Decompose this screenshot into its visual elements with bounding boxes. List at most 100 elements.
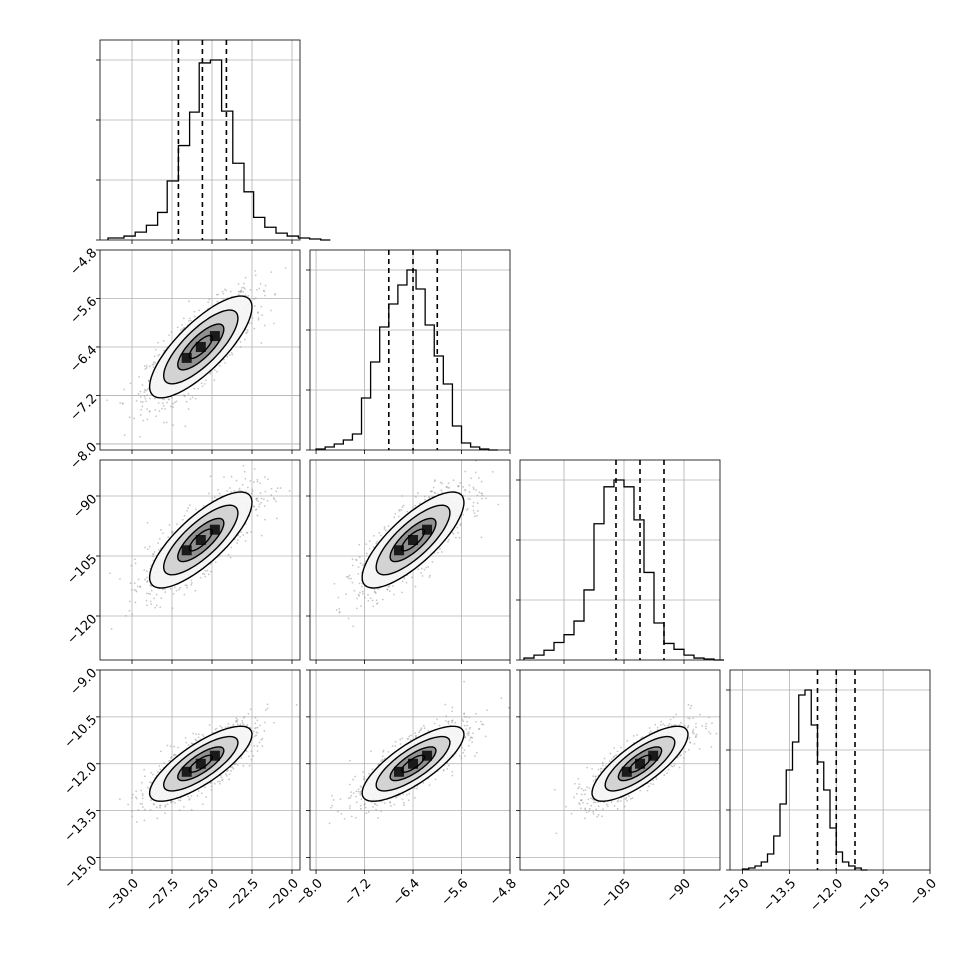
sample-point <box>149 809 152 811</box>
density-contour <box>177 517 225 563</box>
sample-point <box>157 354 160 357</box>
sample-point <box>146 581 149 583</box>
sample-point <box>140 789 143 792</box>
histogram-panel <box>310 250 510 450</box>
sample-point <box>224 726 227 729</box>
sample-point <box>224 361 226 364</box>
sample-point <box>246 486 249 489</box>
sample-point <box>188 797 191 800</box>
sample-point <box>171 607 174 610</box>
sample-point <box>470 477 473 480</box>
sample-point <box>241 721 244 724</box>
sample-point <box>266 707 269 710</box>
sample-point <box>139 802 142 805</box>
sample-point <box>242 534 245 536</box>
sample-point <box>484 497 487 500</box>
sample-point <box>260 342 263 344</box>
sample-point <box>440 551 443 553</box>
sample-point <box>360 605 362 608</box>
panel-frame <box>309 249 511 451</box>
sample-point <box>263 324 266 327</box>
sample-point <box>161 407 163 410</box>
sample-point <box>150 603 153 606</box>
sample-point <box>161 398 164 400</box>
sample-point <box>397 515 400 518</box>
sample-point <box>475 489 478 491</box>
sample-point <box>473 512 476 514</box>
sample-point <box>348 574 351 577</box>
sample-point <box>147 592 150 595</box>
sample-point <box>159 750 162 753</box>
sample-point <box>369 597 372 600</box>
sample-point <box>459 482 462 484</box>
sample-point <box>227 725 229 728</box>
sample-point <box>355 607 358 610</box>
density-contour <box>400 528 426 552</box>
sample-point <box>178 588 180 591</box>
panels-layer <box>96 39 931 874</box>
sample-point <box>236 542 239 544</box>
sample-point <box>270 271 273 274</box>
sample-point <box>254 722 257 725</box>
sample-point <box>218 782 221 785</box>
sample-point <box>196 794 199 797</box>
sample-point <box>236 723 239 726</box>
sample-point <box>136 821 138 823</box>
histogram-panel <box>520 460 720 660</box>
sample-point <box>259 282 262 285</box>
sample-point <box>198 309 201 312</box>
sample-point <box>491 470 494 473</box>
sample-point <box>209 475 212 478</box>
sample-point <box>241 483 244 486</box>
density-contour <box>375 504 451 576</box>
sample-point <box>152 366 155 368</box>
sample-point <box>151 773 154 776</box>
sample-point <box>249 479 252 482</box>
sample-point <box>381 598 384 601</box>
sample-point <box>148 545 151 548</box>
sample-point <box>208 724 211 726</box>
sample-point <box>226 355 229 358</box>
sample-point <box>225 774 228 777</box>
sample-point <box>184 737 187 739</box>
sample-point <box>270 309 272 312</box>
sample-point <box>179 586 182 589</box>
sample-point <box>219 365 221 367</box>
sample-point <box>257 500 260 503</box>
sample-point <box>257 318 260 321</box>
sample-point <box>253 730 255 733</box>
sample-point <box>229 556 232 559</box>
sample-point <box>228 773 231 776</box>
sample-point <box>444 703 447 706</box>
sample-point <box>454 536 457 539</box>
sample-point <box>175 400 178 403</box>
sample-point <box>160 528 162 531</box>
sample-point <box>213 379 216 382</box>
sample-point <box>476 514 478 517</box>
sample-point <box>154 606 157 609</box>
sample-point <box>375 602 378 605</box>
sample-point <box>420 572 422 574</box>
sample-point <box>258 741 261 744</box>
sample-point <box>163 762 165 765</box>
sample-point <box>264 518 267 521</box>
sample-point <box>406 510 409 513</box>
sample-point <box>161 402 164 405</box>
sample-point <box>133 582 136 585</box>
sample-point <box>144 546 146 549</box>
sample-point <box>153 803 155 806</box>
sample-point <box>139 585 141 588</box>
sample-point <box>119 401 122 404</box>
sample-point <box>368 547 371 550</box>
sample-point <box>152 361 155 364</box>
sample-point <box>214 728 217 731</box>
sample-point <box>241 719 244 722</box>
sample-point <box>427 566 430 568</box>
density-core <box>181 766 192 777</box>
sample-point <box>386 588 389 591</box>
sample-point <box>193 310 196 313</box>
sample-point <box>244 477 247 480</box>
sample-point <box>134 558 136 561</box>
sample-point <box>144 808 146 811</box>
